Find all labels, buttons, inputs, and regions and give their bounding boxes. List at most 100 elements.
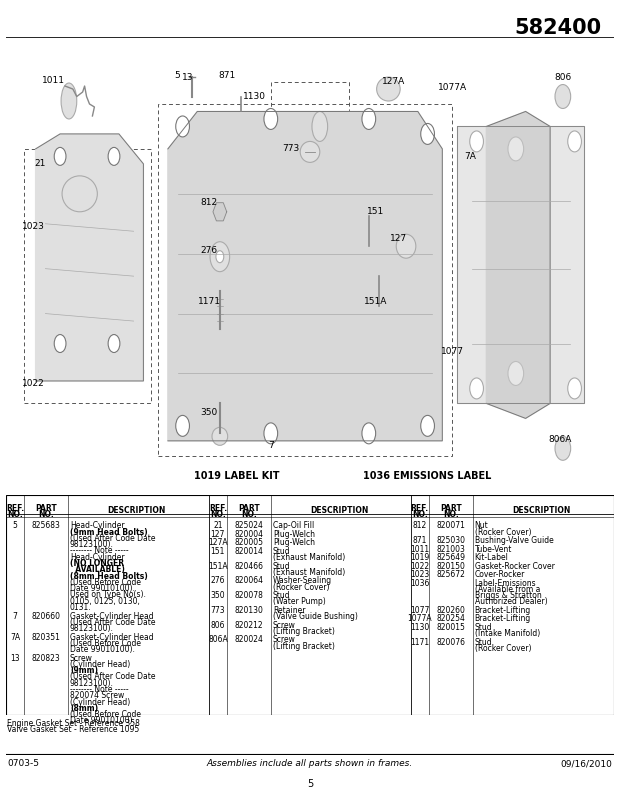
Text: 812: 812 [200,198,218,207]
Text: NO.: NO. [38,510,54,519]
Text: 1171: 1171 [198,297,221,306]
Text: -------- Note -----: -------- Note ----- [70,546,128,556]
Text: Gasket-Cylinder Head: Gasket-Cylinder Head [70,611,154,621]
Text: REF.: REF. [209,504,227,512]
Text: 98123100).: 98123100). [70,541,114,549]
Text: 13: 13 [10,654,20,662]
Text: Date 99010100).: Date 99010100). [70,716,135,726]
Ellipse shape [568,131,582,152]
Ellipse shape [470,378,484,399]
Text: DESCRIPTION: DESCRIPTION [107,506,166,515]
Text: Plug-Welch: Plug-Welch [273,530,315,539]
Ellipse shape [396,234,416,258]
Text: 151: 151 [211,547,225,556]
Text: NO.: NO. [210,510,226,519]
Text: (NO LONGER: (NO LONGER [70,559,124,568]
Text: (Rocker Cover): (Rocker Cover) [475,644,531,653]
Text: 820351: 820351 [32,633,60,642]
Text: 820005: 820005 [234,538,264,547]
Text: 0105, 0125, 0130,: 0105, 0125, 0130, [70,597,140,606]
Text: REF.: REF. [6,504,24,512]
Text: NO.: NO. [443,510,459,519]
Text: 825024: 825024 [234,521,263,530]
Text: 820660: 820660 [32,611,60,621]
Ellipse shape [508,137,524,161]
Ellipse shape [362,423,376,444]
Text: Screw: Screw [273,621,296,630]
Text: 21: 21 [35,160,46,168]
Text: Engine Gasket Set - Reference 358: Engine Gasket Set - Reference 358 [7,719,140,728]
Text: 0703-5: 0703-5 [7,759,40,768]
Text: Bracket-Lifting: Bracket-Lifting [475,614,531,623]
Text: Valve Gasket Set - Reference 1095: Valve Gasket Set - Reference 1095 [7,725,140,734]
Text: 1077A: 1077A [438,83,467,92]
Text: Screw: Screw [273,635,296,645]
Text: Kit-Label: Kit-Label [475,553,508,562]
Text: 13: 13 [182,72,193,82]
Text: Head-Cylinder: Head-Cylinder [70,521,125,530]
Text: Assemblies include all parts shown in frames.: Assemblies include all parts shown in fr… [207,759,413,768]
Text: 1077: 1077 [410,606,430,615]
Text: 1022: 1022 [410,561,429,570]
Text: Cap-Oil Fill: Cap-Oil Fill [273,521,314,530]
Text: 7A: 7A [464,152,476,161]
Ellipse shape [508,362,524,386]
Text: 821003: 821003 [436,545,465,553]
Text: 151: 151 [367,207,384,217]
Text: 820071: 820071 [436,521,465,530]
Text: Bushing-Valve Guide: Bushing-Valve Guide [475,536,554,545]
Text: 5: 5 [307,780,313,789]
Text: (8mm): (8mm) [70,704,98,713]
Text: (Water Pump): (Water Pump) [273,597,326,606]
Text: 1011: 1011 [42,75,64,84]
Text: (Used Before Code: (Used Before Code [70,639,141,648]
Text: 812: 812 [413,521,427,530]
Text: NO.: NO. [7,510,23,519]
Text: NO.: NO. [241,510,257,519]
Text: AVAILABLE): AVAILABLE) [70,565,125,574]
Text: 820014: 820014 [234,547,263,556]
Ellipse shape [421,124,435,144]
Text: 871: 871 [218,71,236,80]
Text: REF.: REF. [410,504,429,512]
Ellipse shape [264,423,278,444]
Polygon shape [168,111,442,441]
Text: Plug-Welch: Plug-Welch [273,538,315,547]
Text: (Lifting Bracket): (Lifting Bracket) [273,627,335,636]
Text: 350: 350 [211,591,225,600]
Ellipse shape [216,251,224,263]
Bar [271,82,349,172]
Text: DESCRIPTION: DESCRIPTION [310,506,368,515]
Ellipse shape [210,241,229,272]
Text: 1171: 1171 [410,638,429,646]
Text: 1077: 1077 [441,346,464,355]
Text: (9mm): (9mm) [70,666,98,675]
Ellipse shape [62,176,97,212]
Text: Briggs & Stratton: Briggs & Stratton [475,591,541,600]
Text: 276: 276 [211,577,225,585]
Ellipse shape [175,116,190,137]
Text: 825649: 825649 [436,553,465,562]
Text: 276: 276 [200,246,218,255]
Text: NO.: NO. [412,510,428,519]
Text: Used on Type No(s).: Used on Type No(s). [70,590,146,599]
Polygon shape [213,203,227,221]
Text: 1022: 1022 [22,379,45,388]
Text: (Used After Code Date: (Used After Code Date [70,618,156,627]
Text: (Valve Guide Bushing): (Valve Guide Bushing) [273,612,358,622]
Ellipse shape [555,84,570,108]
Text: 151A: 151A [208,561,228,570]
Text: 820064: 820064 [234,577,264,585]
Text: 151A: 151A [364,297,388,306]
Text: 820212: 820212 [234,621,263,630]
Text: 820150: 820150 [436,561,465,570]
Ellipse shape [555,436,570,460]
Ellipse shape [108,334,120,353]
Text: 773: 773 [211,606,225,615]
Text: Date 99010100).: Date 99010100). [70,645,135,654]
Ellipse shape [54,334,66,353]
Ellipse shape [470,131,484,152]
Text: Stud: Stud [273,591,290,600]
Text: Stud: Stud [475,623,492,632]
Polygon shape [487,111,550,419]
